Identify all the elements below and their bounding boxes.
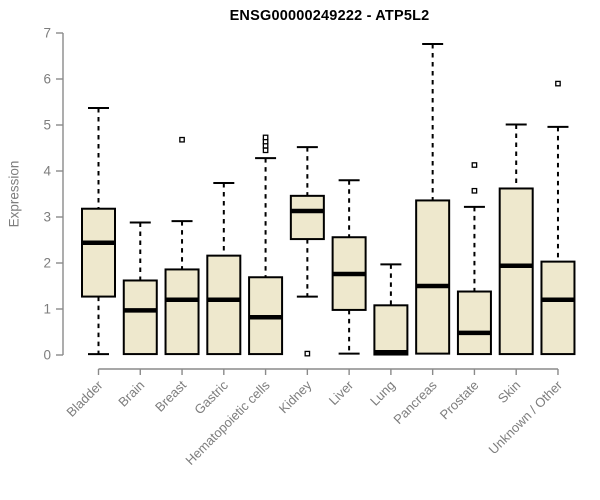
y-axis-label: Expression: [6, 160, 22, 228]
boxplot-unknown-other: [540, 80, 576, 356]
x-tick-label: Lung: [367, 378, 398, 409]
boxplot-liver: [331, 179, 367, 355]
outlier-point: [179, 136, 185, 143]
boxplot-pancreas: [415, 43, 451, 355]
y-tick-label: 1: [43, 302, 51, 317]
boxplot-prostate: [456, 162, 492, 356]
x-tick-label: Gastric: [191, 377, 231, 417]
y-tick-label: 3: [43, 210, 51, 225]
x-tick-label: Prostate: [437, 378, 482, 423]
outlier-point: [304, 350, 311, 357]
x-tick-label: Kidney: [276, 377, 315, 416]
iqr-box: [498, 187, 534, 356]
x-tick-label: Pancreas: [390, 377, 440, 427]
outlier-point: [555, 80, 561, 87]
x-tick-label: Skin: [495, 378, 523, 406]
boxplot-skin: [498, 123, 534, 356]
y-tick-label: 6: [43, 72, 51, 87]
x-tick-label: Liver: [326, 377, 357, 408]
iqr-box: [122, 279, 158, 356]
iqr-box: [164, 268, 200, 356]
boxplot-bladder: [81, 106, 116, 356]
x-tick-label: Breast: [152, 377, 189, 414]
x-tick-label: Unknown / Other: [486, 377, 566, 457]
outlier-point: [262, 134, 269, 141]
iqr-box: [289, 194, 325, 241]
iqr-box: [206, 254, 242, 356]
iqr-box: [540, 260, 576, 356]
outlier-point: [262, 147, 269, 154]
boxplot-brain: [122, 221, 158, 356]
chart-title: ENSG00000249222 - ATP5L2: [229, 8, 430, 24]
outlier-point: [471, 162, 478, 168]
x-tick-label: Bladder: [63, 377, 106, 420]
boxplot-breast: [164, 136, 200, 356]
x-tick-label: Brain: [115, 378, 147, 410]
y-tick-label: 2: [43, 256, 51, 271]
y-tick-label: 0: [43, 348, 51, 363]
iqr-box: [373, 304, 409, 356]
y-tick-label: 7: [43, 26, 51, 41]
boxplot-gastric: [206, 181, 242, 356]
boxplot-kidney: [289, 146, 325, 357]
iqr-box: [415, 199, 451, 355]
boxplot-hematopoietic-cells: [248, 134, 284, 356]
iqr-box: [456, 290, 492, 356]
iqr-box: [81, 207, 116, 298]
y-tick-label: 4: [43, 164, 51, 179]
outlier-point: [471, 187, 478, 194]
boxplot-lung: [373, 263, 409, 356]
y-tick-label: 5: [43, 118, 51, 133]
